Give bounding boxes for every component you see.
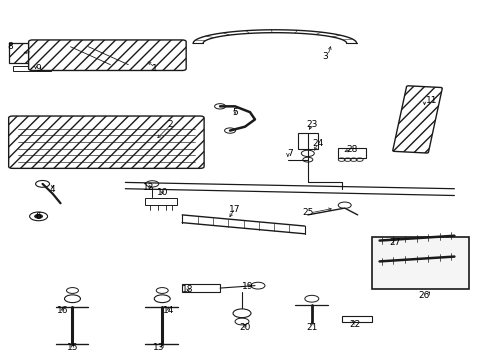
Bar bbox=[337, 148, 365, 158]
Text: 25: 25 bbox=[302, 208, 313, 217]
Circle shape bbox=[35, 215, 42, 218]
Text: 17: 17 bbox=[229, 204, 240, 213]
Text: 11: 11 bbox=[425, 95, 436, 104]
Text: 22: 22 bbox=[348, 320, 360, 329]
Text: 26: 26 bbox=[418, 291, 429, 300]
Text: 1: 1 bbox=[152, 64, 158, 73]
Text: 5: 5 bbox=[232, 108, 238, 117]
Bar bbox=[145, 198, 177, 205]
Text: 21: 21 bbox=[305, 323, 317, 332]
Text: 23: 23 bbox=[305, 120, 317, 129]
Bar bbox=[297, 132, 317, 149]
Text: 27: 27 bbox=[388, 238, 400, 247]
Text: 6: 6 bbox=[36, 212, 41, 221]
FancyBboxPatch shape bbox=[392, 86, 441, 153]
Bar bbox=[182, 284, 220, 292]
Text: 10: 10 bbox=[156, 188, 168, 197]
Text: 16: 16 bbox=[57, 306, 68, 315]
Text: 3: 3 bbox=[321, 52, 327, 61]
Text: 19: 19 bbox=[242, 282, 253, 291]
FancyBboxPatch shape bbox=[9, 116, 203, 168]
Text: 28: 28 bbox=[346, 145, 357, 154]
Polygon shape bbox=[9, 43, 68, 63]
Text: 24: 24 bbox=[311, 139, 323, 148]
Text: 9: 9 bbox=[36, 64, 41, 73]
Bar bbox=[13, 66, 50, 71]
Text: 7: 7 bbox=[286, 149, 292, 158]
Text: 18: 18 bbox=[182, 284, 194, 293]
Text: 8: 8 bbox=[8, 42, 14, 51]
Text: 20: 20 bbox=[239, 323, 250, 332]
Bar bbox=[371, 237, 468, 289]
Bar bbox=[341, 316, 371, 321]
Text: 12: 12 bbox=[142, 183, 154, 192]
Text: 2: 2 bbox=[167, 120, 173, 129]
Text: 4: 4 bbox=[50, 185, 55, 194]
Text: 15: 15 bbox=[66, 343, 78, 352]
Text: 14: 14 bbox=[162, 306, 174, 315]
Text: 13: 13 bbox=[152, 343, 163, 352]
FancyBboxPatch shape bbox=[29, 40, 186, 71]
